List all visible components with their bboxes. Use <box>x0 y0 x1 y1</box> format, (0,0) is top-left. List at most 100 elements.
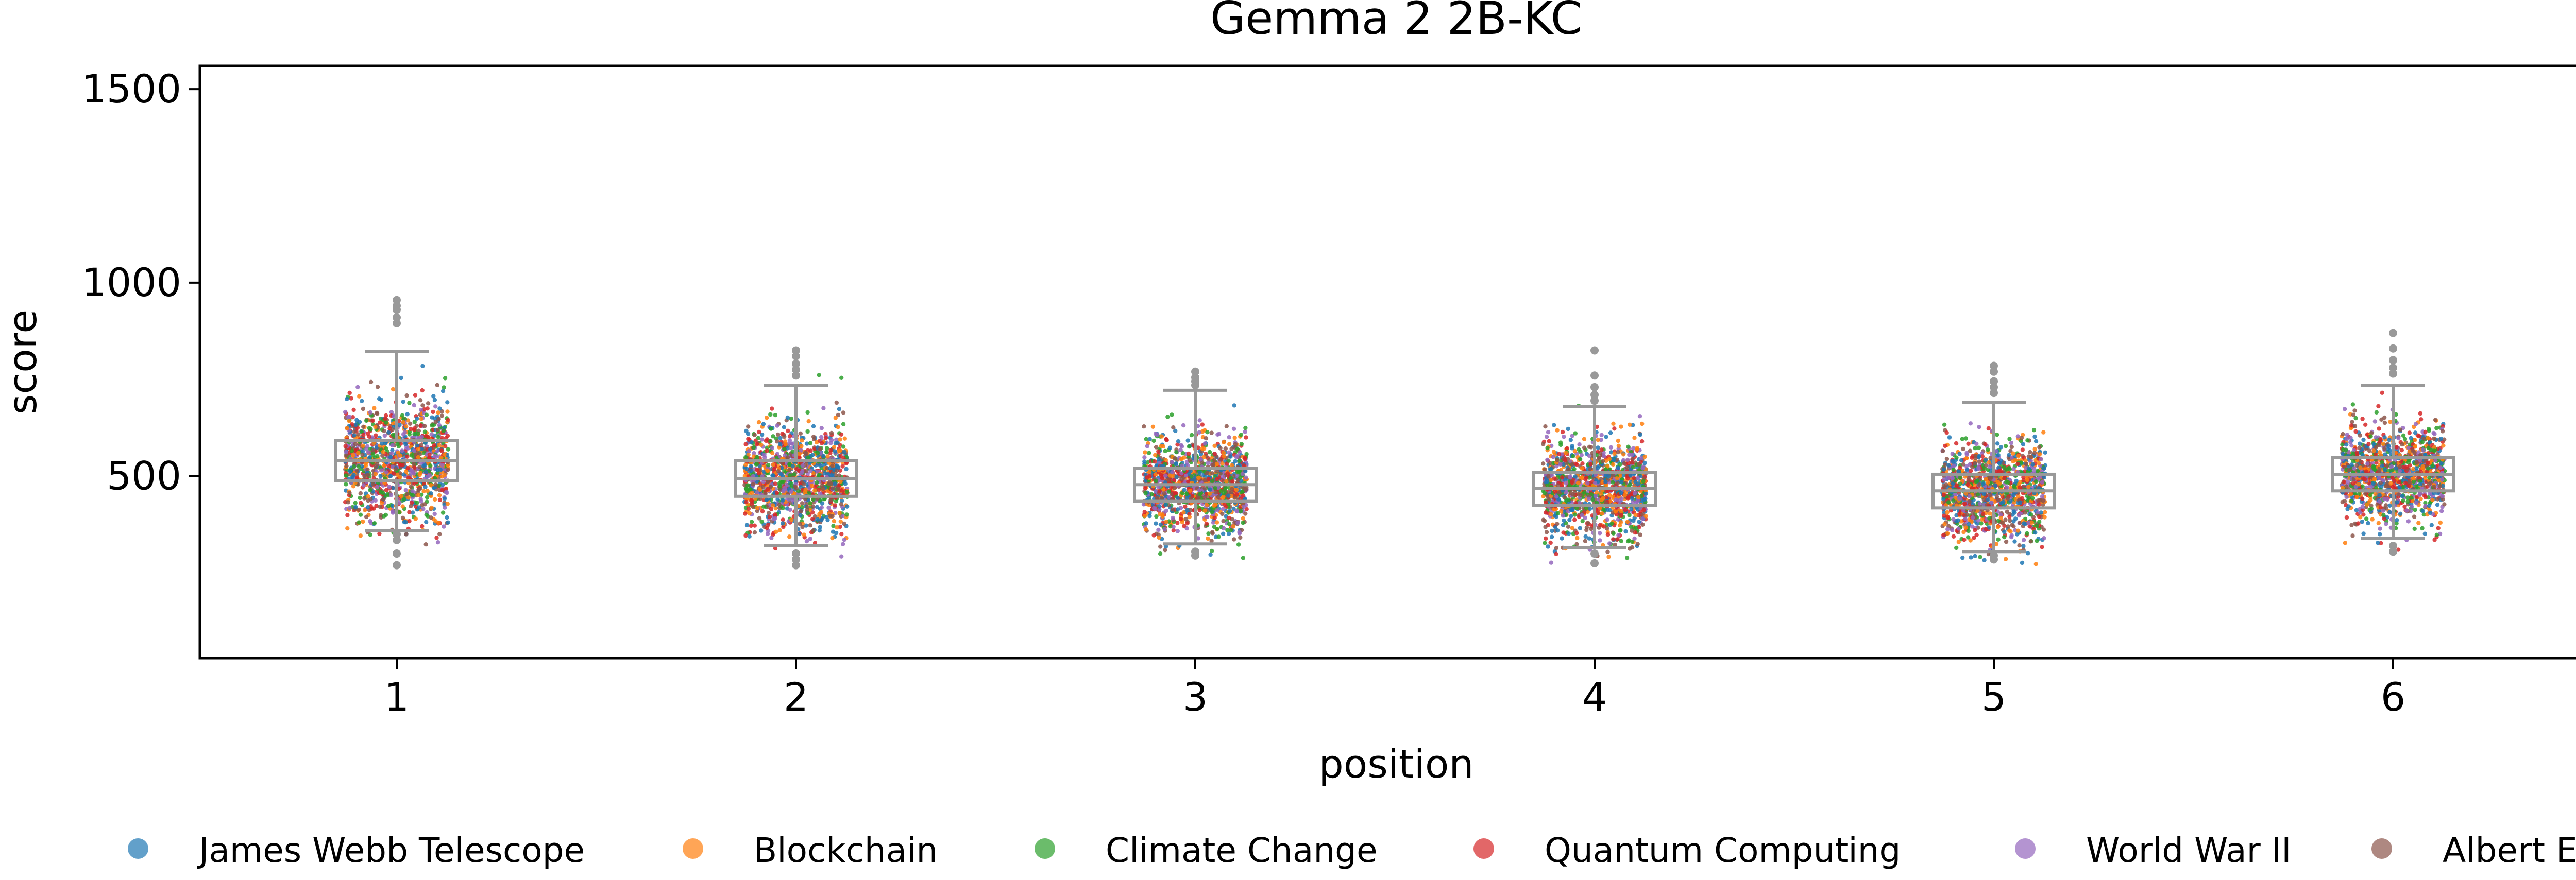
strip-point <box>1632 536 1637 541</box>
strip-point <box>1616 533 1621 538</box>
strip-point <box>1611 494 1616 499</box>
strip-point <box>1232 403 1236 408</box>
strip-point <box>760 509 765 514</box>
strip-point <box>1582 445 1587 450</box>
strip-point <box>384 420 388 425</box>
strip-point <box>1580 466 1584 471</box>
strip-point <box>1549 512 1553 516</box>
strip-point <box>818 525 822 529</box>
strip-point <box>842 537 847 542</box>
strip-point <box>419 417 423 421</box>
strip-point <box>1204 521 1209 526</box>
strip-point <box>437 532 442 537</box>
strip-point <box>1206 477 1211 481</box>
strip-point <box>1143 527 1148 532</box>
strip-point <box>1206 536 1210 541</box>
strip-point <box>1221 526 1226 531</box>
strip-point <box>1607 541 1612 546</box>
strip-point <box>442 385 446 390</box>
strip-point <box>744 523 750 527</box>
strip-point <box>429 515 433 520</box>
strip-point <box>419 407 423 412</box>
strip-point <box>361 406 366 411</box>
strip-point <box>344 482 348 487</box>
strip-point <box>1155 433 1160 437</box>
strip-point <box>1222 440 1226 444</box>
strip-point <box>402 497 406 502</box>
strip-point <box>765 468 770 473</box>
strip-point <box>1243 488 1248 492</box>
strip-point <box>745 432 751 436</box>
strip-point <box>1213 486 1217 491</box>
strip-point <box>437 423 442 427</box>
strip-point <box>348 469 353 474</box>
strip-point <box>1206 460 1210 465</box>
strip-point <box>743 455 748 460</box>
strip-point <box>808 448 813 453</box>
strip-point <box>1554 546 1559 550</box>
strip-point <box>1184 496 1189 501</box>
strip-point <box>1143 450 1147 455</box>
strip-point <box>819 518 824 523</box>
strip-point <box>391 433 396 438</box>
strip-point <box>442 496 447 501</box>
strip-point <box>1202 495 1207 500</box>
strip-point <box>1588 462 1593 467</box>
strip-point <box>429 432 434 437</box>
strip-point <box>787 462 792 467</box>
strip-point <box>1623 529 1628 534</box>
strip-point <box>353 423 358 427</box>
strip-point <box>358 495 362 501</box>
strip-point <box>1164 437 1168 442</box>
strip-point <box>743 511 748 516</box>
strip-point <box>1165 477 1170 482</box>
strip-point <box>808 523 813 528</box>
strip-point <box>783 442 788 446</box>
strip-point <box>388 493 394 497</box>
strip-point <box>788 507 792 512</box>
strip-point <box>1221 474 1225 479</box>
strip-point <box>388 455 393 459</box>
strip-point <box>815 480 819 485</box>
strip-point <box>379 501 384 505</box>
strip-point <box>1554 551 1558 557</box>
strip-point <box>387 464 392 469</box>
strip-point <box>443 505 447 510</box>
strip-point <box>1586 521 1590 525</box>
strip-point <box>1222 491 1226 496</box>
strip-point <box>1163 503 1168 507</box>
strip-point <box>808 537 813 541</box>
strip-point <box>1555 428 1560 433</box>
strip-point <box>1633 525 1638 530</box>
strip-point <box>390 427 395 432</box>
strip-point <box>1225 471 1230 476</box>
strip-point <box>1238 535 1243 540</box>
strip-point <box>1617 498 1622 503</box>
strip-point <box>409 501 414 505</box>
strip-point <box>1585 481 1590 486</box>
strip-point <box>798 513 803 518</box>
strip-point <box>1213 490 1218 495</box>
strip-point <box>1236 542 1241 547</box>
strip-point <box>1171 528 1176 533</box>
strip-point <box>417 472 422 477</box>
strip-point <box>382 514 386 519</box>
strip-point <box>1197 488 1202 493</box>
strip-point <box>1643 491 1649 496</box>
strip-point <box>422 463 428 468</box>
strip-point <box>1204 436 1209 441</box>
strip-point <box>421 489 426 494</box>
strip-point <box>1243 429 1247 434</box>
strip-point <box>423 434 428 439</box>
strip-point <box>1611 537 1616 542</box>
strip-point <box>1562 434 1566 439</box>
strip-point <box>799 509 803 514</box>
strip-point <box>1611 531 1616 536</box>
strip-point <box>770 406 774 411</box>
strip-point <box>744 499 749 504</box>
strip-point <box>412 420 417 424</box>
strip-point <box>808 469 813 473</box>
strip-point <box>773 481 778 486</box>
strip-point <box>812 488 817 493</box>
strip-point <box>1227 450 1231 455</box>
